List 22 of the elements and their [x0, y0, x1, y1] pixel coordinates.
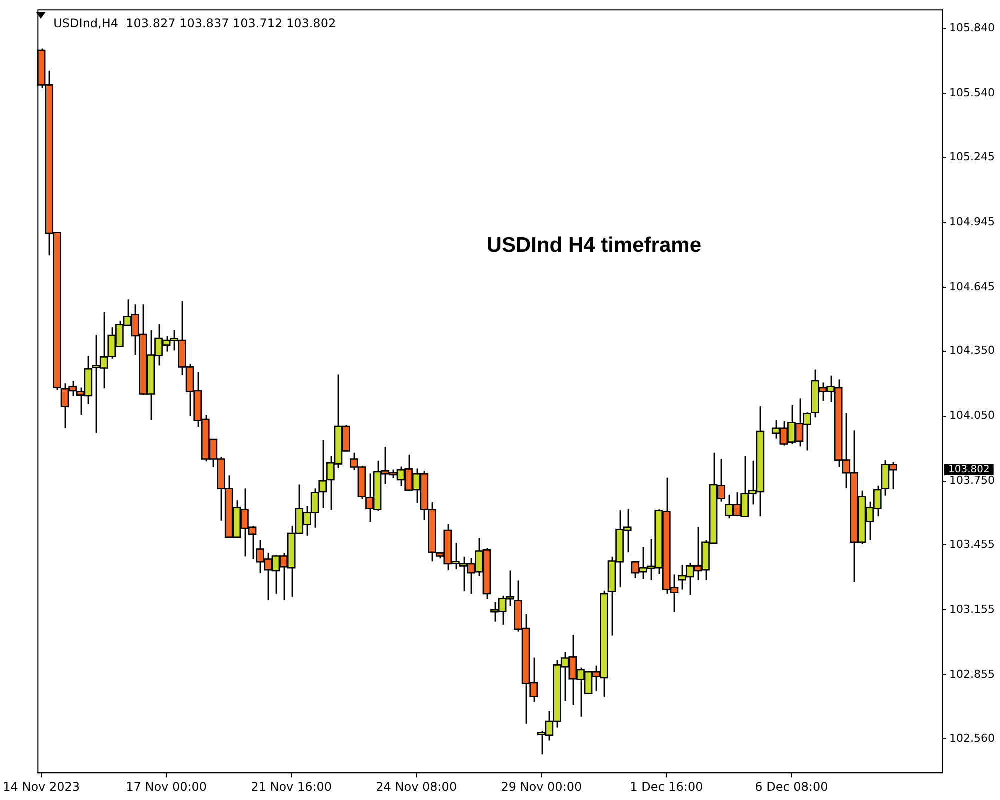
y-tick-label: 105.245 [950, 150, 996, 164]
x-tick-label: 21 Nov 16:00 [251, 780, 332, 794]
text: 103.802 [948, 464, 990, 476]
y-tick-label: 103.455 [950, 538, 996, 552]
annotation: USDInd,H4 103.827 103.837 103.712 103.802 [54, 16, 336, 31]
y-tick-label: 104.050 [950, 409, 996, 422]
y-tick-label: 102.855 [950, 668, 996, 681]
y-tick-label: 104.945 [950, 215, 996, 228]
x-tick-label: 1 Dec 16:00 [630, 780, 704, 794]
y-tick-label: 103.750 [950, 474, 996, 488]
x-tick-label: 29 Nov 00:00 [501, 780, 582, 794]
y-tick-label: 104.350 [950, 344, 996, 358]
x-tick-label: 6 Dec 08:00 [755, 780, 828, 794]
y-tick-label: 103.155 [950, 603, 996, 616]
y-tick-label: 102.560 [950, 732, 996, 745]
x-tick-label: 14 Nov 2023 [3, 780, 80, 794]
text: USDInd H4 timeframe [486, 234, 702, 257]
y-tick-label: 104.645 [950, 280, 996, 294]
y-tick-label: 105.840 [950, 22, 996, 35]
x-tick-label: 17 Nov 00:00 [126, 780, 208, 794]
x-tick-label: 24 Nov 08:00 [376, 780, 458, 794]
y-tick-label: 105.540 [950, 86, 996, 100]
